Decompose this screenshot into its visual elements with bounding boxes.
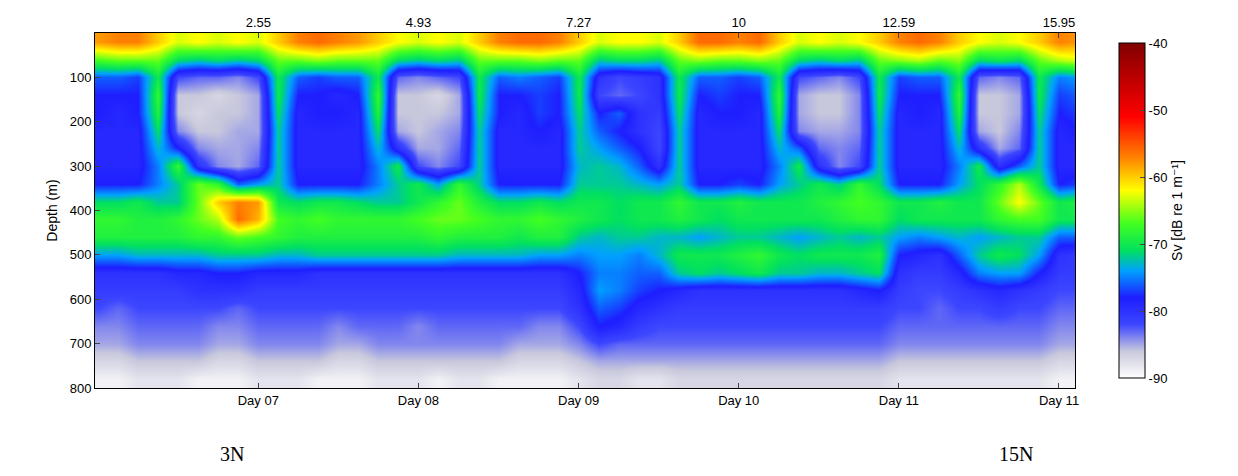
svg-text:200: 200 xyxy=(70,114,92,129)
svg-text:Day 11: Day 11 xyxy=(879,393,919,408)
svg-text:4.93: 4.93 xyxy=(406,15,431,30)
svg-text:-70: -70 xyxy=(1149,237,1168,252)
svg-text:10: 10 xyxy=(731,15,745,30)
svg-text:-80: -80 xyxy=(1149,304,1168,319)
svg-text:Day 08: Day 08 xyxy=(398,393,439,408)
svg-text:3N: 3N xyxy=(220,443,244,465)
svg-text:Day 11: Day 11 xyxy=(1039,393,1079,408)
svg-text:15N: 15N xyxy=(999,443,1033,465)
svg-text:15.95: 15.95 xyxy=(1043,15,1076,30)
svg-text:500: 500 xyxy=(70,247,92,262)
svg-text:-40: -40 xyxy=(1149,36,1168,51)
svg-text:700: 700 xyxy=(70,336,92,351)
svg-text:800: 800 xyxy=(70,381,92,396)
svg-text:12.59: 12.59 xyxy=(883,15,916,30)
svg-text:2.55: 2.55 xyxy=(246,15,271,30)
svg-text:7.27: 7.27 xyxy=(566,15,591,30)
svg-text:400: 400 xyxy=(70,203,92,218)
svg-text:-90: -90 xyxy=(1149,371,1168,386)
svg-text:-60: -60 xyxy=(1149,170,1168,185)
svg-text:Day 07: Day 07 xyxy=(238,393,279,408)
svg-text:Day 09: Day 09 xyxy=(558,393,599,408)
svg-text:100: 100 xyxy=(70,70,92,85)
svg-text:Sv [dB re 1 m⁻¹]: Sv [dB re 1 m⁻¹] xyxy=(1169,160,1185,261)
svg-text:300: 300 xyxy=(70,159,92,174)
svg-text:Day 10: Day 10 xyxy=(718,393,759,408)
svg-text:600: 600 xyxy=(70,292,92,307)
svg-text:Depth (m): Depth (m) xyxy=(44,179,60,241)
svg-text:-50: -50 xyxy=(1149,103,1168,118)
